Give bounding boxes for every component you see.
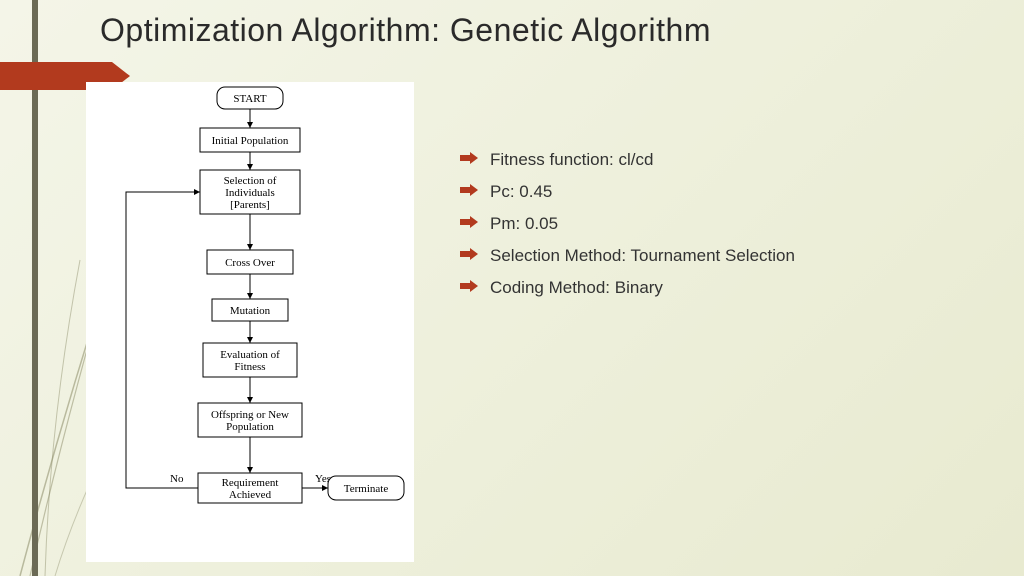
flow-node-label: Individuals [225,187,275,199]
flow-node-label: Evaluation of [220,349,280,361]
page-title: Optimization Algorithm: Genetic Algorith… [100,12,711,49]
bullet-text: Coding Method: Binary [490,278,663,298]
flow-node-label: Fitness [234,361,265,373]
flow-node-label: START [233,93,267,105]
bullet-item: Coding Method: Binary [460,278,980,298]
bullet-text: Fitness function: cl/cd [490,150,653,170]
bullet-arrow-icon [460,280,478,292]
flow-node-label: [Parents] [230,199,270,211]
bullet-text: Selection Method: Tournament Selection [490,246,795,266]
bullet-arrow-icon [460,216,478,228]
flow-node-label: Mutation [230,305,271,317]
bullet-item: Pc: 0.45 [460,182,980,202]
flow-node-label: Initial Population [212,135,289,147]
bullet-text: Pc: 0.45 [490,182,552,202]
bullet-text: Pm: 0.05 [490,214,558,234]
flowchart: YesNoSTARTInitial PopulationSelection of… [86,82,414,562]
flow-node-label: Selection of [224,175,277,187]
flowchart-panel: YesNoSTARTInitial PopulationSelection of… [86,82,414,562]
flow-node-label: Cross Over [225,257,275,269]
bullet-item: Fitness function: cl/cd [460,150,980,170]
bullet-arrow-icon [460,184,478,196]
bullet-arrow-icon [460,152,478,164]
flow-node-label: Terminate [344,483,389,495]
bullet-item: Selection Method: Tournament Selection [460,246,980,266]
flow-node-label: Achieved [229,489,272,501]
svg-text:No: No [170,473,184,485]
flow-node-label: Offspring or New [211,409,289,421]
flow-node-label: Requirement [222,477,279,489]
flow-node-label: Population [226,421,274,433]
bullet-list: Fitness function: cl/cd Pc: 0.45 Pm: 0.05 S… [460,150,980,310]
bullet-arrow-icon [460,248,478,260]
bullet-item: Pm: 0.05 [460,214,980,234]
